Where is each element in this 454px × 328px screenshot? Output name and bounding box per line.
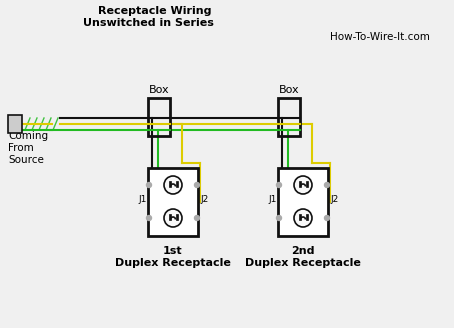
Text: 2nd
Duplex Receptacle: 2nd Duplex Receptacle — [245, 246, 361, 268]
Text: How-To-Wire-It.com: How-To-Wire-It.com — [330, 32, 430, 42]
Bar — [176, 181, 178, 187]
Bar — [298, 214, 301, 219]
Bar — [168, 181, 171, 187]
Text: J1: J1 — [138, 195, 147, 204]
Bar — [306, 214, 307, 219]
Text: Box: Box — [149, 85, 169, 95]
Text: Unswitched in Series: Unswitched in Series — [83, 18, 213, 28]
Bar — [278, 168, 328, 236]
Circle shape — [276, 215, 281, 220]
Circle shape — [194, 182, 199, 188]
Circle shape — [294, 176, 312, 194]
Circle shape — [325, 182, 330, 188]
Circle shape — [164, 209, 182, 227]
Bar — [168, 214, 171, 219]
Bar — [176, 214, 178, 219]
Text: J2: J2 — [200, 195, 208, 204]
Circle shape — [194, 215, 199, 220]
Circle shape — [164, 176, 182, 194]
Bar — [306, 181, 307, 187]
Bar — [148, 168, 198, 236]
Circle shape — [276, 182, 281, 188]
Bar — [278, 98, 300, 136]
Circle shape — [147, 182, 152, 188]
Circle shape — [294, 209, 312, 227]
Text: Receptacle Wiring: Receptacle Wiring — [98, 6, 212, 16]
Bar — [148, 98, 170, 136]
Bar — [298, 181, 301, 187]
Text: 1st
Duplex Receptacle: 1st Duplex Receptacle — [115, 246, 231, 268]
Bar — [8, 115, 22, 133]
Circle shape — [147, 215, 152, 220]
Text: J1: J1 — [269, 195, 277, 204]
Text: Box: Box — [279, 85, 299, 95]
Text: J2: J2 — [330, 195, 338, 204]
Text: Coming
From
Source: Coming From Source — [8, 132, 48, 165]
Circle shape — [325, 215, 330, 220]
